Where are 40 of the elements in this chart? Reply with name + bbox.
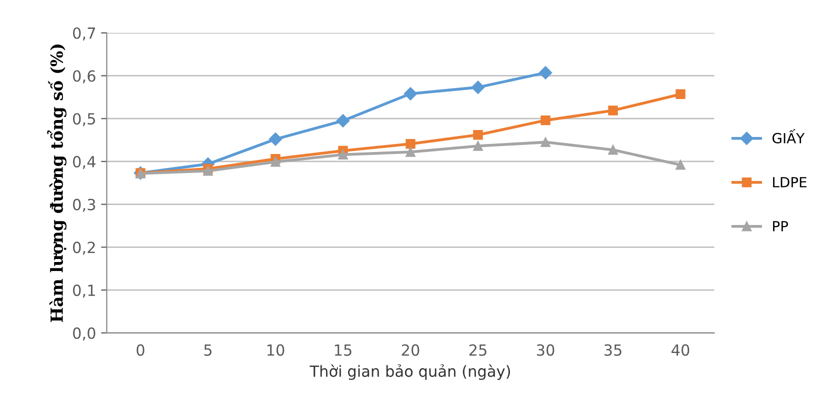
y-tick-label: 0,1 [73, 284, 95, 298]
x-tick-label: 30 [536, 344, 554, 356]
point [473, 141, 483, 151]
point [338, 150, 348, 160]
point [473, 130, 483, 140]
y-axis-title: Hàm lượng đường tổng số (%) [47, 44, 66, 322]
point [404, 87, 418, 100]
point [676, 89, 686, 100]
point [471, 80, 485, 94]
point [270, 157, 280, 167]
y-tick-label: 0,0 [73, 327, 96, 340]
x-tick-label: 0 [136, 344, 144, 356]
y-tick-label: 0,7 [73, 27, 96, 40]
point [336, 114, 350, 128]
point [608, 106, 618, 116]
point [406, 139, 416, 149]
y-tick-label: 0,2 [73, 242, 95, 255]
x-tick-label: 40 [672, 344, 690, 356]
x-axis-title: Thời gian bảo quản (ngày) [310, 364, 510, 380]
x-tick-label: 15 [334, 344, 352, 356]
x-tick-label: 35 [604, 344, 622, 356]
legend-label: LDPE [773, 177, 806, 188]
point [540, 115, 550, 126]
x-tick-label: 20 [402, 344, 420, 356]
point [540, 137, 550, 148]
point [608, 145, 618, 155]
y-tick-label: 0,3 [73, 198, 96, 212]
point [406, 147, 416, 157]
point [203, 166, 213, 176]
legend-label: GIẤY [772, 128, 805, 144]
x-tick-label: 5 [204, 344, 212, 356]
legend-label: PP [773, 221, 788, 232]
point [538, 66, 552, 80]
y-tick-label: 0,5 [73, 113, 95, 126]
point [676, 160, 686, 170]
x-tick-label: 25 [469, 344, 486, 356]
y-tick-label: 0,6 [73, 70, 96, 84]
x-tick-label: 10 [267, 344, 284, 356]
point [268, 132, 282, 146]
y-tick-label: 0,4 [73, 156, 96, 170]
